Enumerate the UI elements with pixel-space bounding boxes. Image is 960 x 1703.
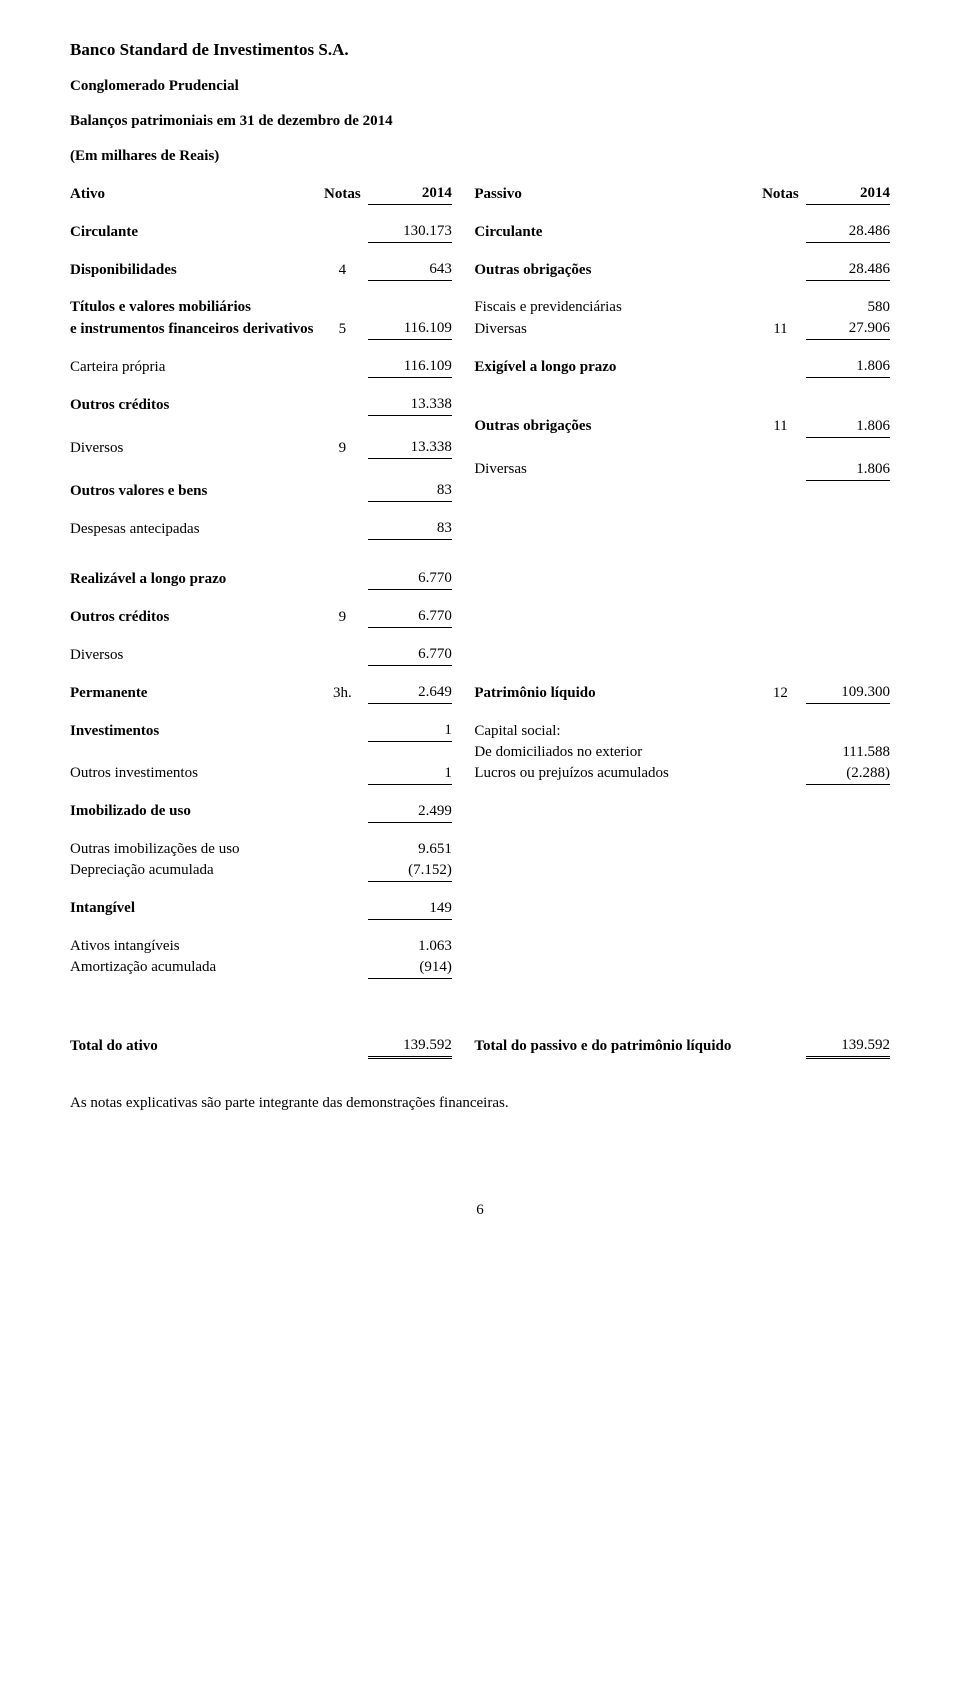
total-ativo-value: 139.592 bbox=[368, 1035, 452, 1058]
ativo-circulante-value: 130.173 bbox=[368, 221, 452, 243]
diversas2-value: 1.806 bbox=[806, 459, 890, 481]
carteira-propria-value: 116.109 bbox=[368, 356, 452, 378]
outras-obrigacoes2-note: 11 bbox=[755, 416, 806, 438]
intangivel-value: 149 bbox=[368, 898, 452, 920]
passivo-circulante-label: Circulante bbox=[474, 221, 755, 243]
diversos1-label: Diversos bbox=[70, 437, 317, 459]
page-number: 6 bbox=[70, 1202, 890, 1219]
investimentos-label: Investimentos bbox=[70, 720, 317, 742]
intangivel-label: Intangível bbox=[70, 898, 317, 920]
total-passivo-label: Total do passivo e do patrimônio líquido bbox=[474, 1035, 755, 1058]
col-head-year-l: 2014 bbox=[368, 183, 452, 205]
col-head-ativo: Ativo bbox=[70, 183, 317, 205]
de-domiciliados-value: 111.588 bbox=[806, 742, 890, 763]
company-name: Banco Standard de Investimentos S.A. bbox=[70, 40, 890, 60]
patrimonio-note: 12 bbox=[755, 682, 806, 704]
col-head-passivo: Passivo bbox=[474, 183, 755, 205]
outros-creditos-label: Outros créditos bbox=[70, 394, 317, 416]
titulos-label-l2: e instrumentos financeiros derivativos bbox=[70, 318, 317, 340]
despesas-antecipadas-value: 83 bbox=[368, 518, 452, 540]
outras-imob-label: Outras imobilizações de uso bbox=[70, 839, 317, 860]
diversas2-label: Diversas bbox=[474, 459, 755, 481]
diversas1-label: Diversas bbox=[474, 318, 755, 340]
permanente-note: 3h. bbox=[317, 682, 368, 704]
outros-creditos2-value: 6.770 bbox=[368, 606, 452, 628]
diversos2-value: 6.770 bbox=[368, 644, 452, 666]
outras-imob-value: 9.651 bbox=[368, 839, 452, 860]
total-passivo-value: 139.592 bbox=[806, 1035, 890, 1058]
lucros-label: Lucros ou prejuízos acumulados bbox=[474, 763, 755, 785]
amort-value: (914) bbox=[368, 957, 452, 979]
disponibilidades-value: 643 bbox=[368, 259, 452, 281]
outros-invest-value: 1 bbox=[368, 763, 452, 785]
total-ativo-label: Total do ativo bbox=[70, 1035, 317, 1058]
fiscais-label: Fiscais e previdenciárias bbox=[474, 297, 755, 318]
ativo-circulante-label: Circulante bbox=[70, 221, 317, 243]
diversas1-value: 27.906 bbox=[806, 318, 890, 340]
permanente-value: 2.649 bbox=[368, 682, 452, 704]
col-head-notas-r: Notas bbox=[755, 183, 806, 205]
exigivel-longo-value: 1.806 bbox=[806, 356, 890, 378]
patrimonio-value: 109.300 bbox=[806, 682, 890, 704]
outros-creditos2-label: Outros créditos bbox=[70, 606, 317, 628]
titulos-note: 5 bbox=[317, 318, 368, 340]
realizavel-longo-label: Realizável a longo prazo bbox=[70, 568, 317, 590]
deprec-label: Depreciação acumulada bbox=[70, 860, 317, 882]
despesas-antecipadas-label: Despesas antecipadas bbox=[70, 518, 317, 540]
lucros-value: (2.288) bbox=[806, 763, 890, 785]
realizavel-longo-value: 6.770 bbox=[368, 568, 452, 590]
outros-invest-label: Outros investimentos bbox=[70, 763, 317, 785]
outros-valores-bens-value: 83 bbox=[368, 480, 452, 502]
outros-creditos-value: 13.338 bbox=[368, 394, 452, 416]
imobilizado-label: Imobilizado de uso bbox=[70, 801, 317, 823]
patrimonio-label: Patrimônio líquido bbox=[474, 682, 755, 704]
conglomerate-subtitle: Conglomerado Prudencial bbox=[70, 78, 890, 95]
diversos1-note: 9 bbox=[317, 437, 368, 459]
statement-title: Balanços patrimoniais em 31 de dezembro … bbox=[70, 113, 890, 130]
outras-obrigacoes2-label: Outras obrigações bbox=[474, 416, 755, 438]
capital-social-label: Capital social: bbox=[474, 720, 755, 742]
outras-obrigacoes2-value: 1.806 bbox=[806, 416, 890, 438]
balance-sheet-table: Ativo Notas 2014 Passivo Notas 2014 Circ… bbox=[70, 183, 890, 1059]
outros-creditos2-note: 9 bbox=[317, 606, 368, 628]
disponibilidades-note: 4 bbox=[317, 259, 368, 281]
ativos-intang-value: 1.063 bbox=[368, 936, 452, 957]
carteira-propria-label: Carteira própria bbox=[70, 356, 317, 378]
col-head-year-r: 2014 bbox=[806, 183, 890, 205]
titulos-value: 116.109 bbox=[368, 318, 452, 340]
passivo-circulante-value: 28.486 bbox=[806, 221, 890, 243]
permanente-label: Permanente bbox=[70, 682, 317, 704]
footer-notes-text: As notas explicativas são parte integran… bbox=[70, 1095, 890, 1112]
diversos1-value: 13.338 bbox=[368, 437, 452, 459]
de-domiciliados-label: De domiciliados no exterior bbox=[474, 742, 755, 763]
imobilizado-value: 2.499 bbox=[368, 801, 452, 823]
unit-note: (Em milhares de Reais) bbox=[70, 148, 890, 165]
titulos-label-l1: Títulos e valores mobiliários bbox=[70, 297, 317, 318]
disponibilidades-label: Disponibilidades bbox=[70, 259, 317, 281]
col-head-notas-l: Notas bbox=[317, 183, 368, 205]
ativos-intang-label: Ativos intangíveis bbox=[70, 936, 317, 957]
exigivel-longo-label: Exigível a longo prazo bbox=[474, 356, 755, 378]
fiscais-value: 580 bbox=[806, 297, 890, 318]
outras-obrigacoes1-label: Outras obrigações bbox=[474, 259, 755, 281]
diversos2-label: Diversos bbox=[70, 644, 317, 666]
outras-obrigacoes1-value: 28.486 bbox=[806, 259, 890, 281]
investimentos-value: 1 bbox=[368, 720, 452, 742]
outros-valores-bens-label: Outros valores e bens bbox=[70, 480, 317, 502]
diversas1-note: 11 bbox=[755, 318, 806, 340]
deprec-value: (7.152) bbox=[368, 860, 452, 882]
amort-label: Amortização acumulada bbox=[70, 957, 317, 979]
